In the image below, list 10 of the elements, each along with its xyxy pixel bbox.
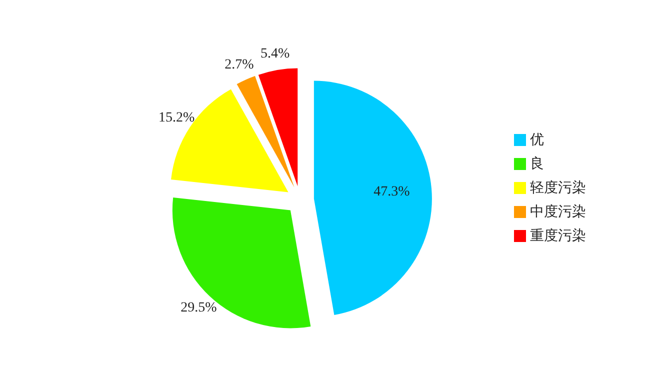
legend-label: 良 [530,156,544,172]
legend-label: 重度污染 [530,228,586,244]
legend-label: 优 [530,132,544,148]
data-label: 5.4% [260,46,290,62]
data-label: 47.3% [374,184,410,200]
data-label: 2.7% [224,58,254,73]
data-label: 29.5% [180,300,218,316]
legend-label: 中度污染 [530,204,586,220]
data-label: 15.2% [158,110,196,126]
legend-label: 轻度污染 [530,180,586,196]
